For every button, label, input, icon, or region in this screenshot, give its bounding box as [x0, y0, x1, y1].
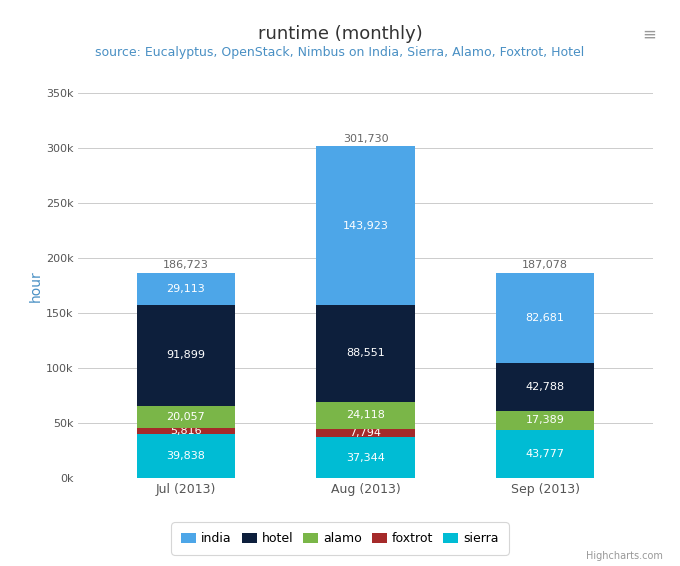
Bar — [316, 402, 415, 428]
Text: 7,794: 7,794 — [350, 428, 381, 438]
Text: 39,838: 39,838 — [167, 451, 205, 461]
Text: 42,788: 42,788 — [526, 382, 564, 392]
Text: 37,344: 37,344 — [346, 453, 385, 463]
Bar — [496, 363, 594, 410]
Bar — [316, 305, 415, 402]
Text: 5,816: 5,816 — [170, 426, 202, 436]
Text: 20,057: 20,057 — [167, 412, 205, 422]
Text: 187,078: 187,078 — [522, 260, 568, 270]
Text: 24,118: 24,118 — [346, 410, 385, 421]
Bar — [316, 437, 415, 478]
Text: 88,551: 88,551 — [346, 349, 385, 358]
Bar — [496, 430, 594, 478]
Bar — [137, 435, 235, 478]
Text: 91,899: 91,899 — [167, 350, 205, 361]
Text: runtime (monthly): runtime (monthly) — [258, 25, 422, 44]
Bar — [316, 147, 415, 305]
Text: 17,389: 17,389 — [526, 415, 564, 425]
Text: Highcharts.com: Highcharts.com — [586, 551, 663, 561]
Legend: india, hotel, alamo, foxtrot, sierra: india, hotel, alamo, foxtrot, sierra — [175, 526, 505, 551]
Text: ≡: ≡ — [643, 25, 656, 44]
Text: 186,723: 186,723 — [163, 260, 209, 270]
Text: 82,681: 82,681 — [526, 313, 564, 323]
Text: source: Eucalyptus, OpenStack, Nimbus on India, Sierra, Alamo, Foxtrot, Hotel: source: Eucalyptus, OpenStack, Nimbus on… — [95, 46, 585, 59]
Text: 43,777: 43,777 — [526, 449, 564, 459]
Bar — [137, 406, 235, 428]
Text: 301,730: 301,730 — [343, 134, 388, 144]
Bar — [137, 273, 235, 305]
Text: 143,923: 143,923 — [343, 221, 388, 230]
Text: 29,113: 29,113 — [167, 284, 205, 294]
Bar — [496, 273, 594, 363]
Bar — [137, 428, 235, 435]
Bar — [137, 305, 235, 406]
Bar — [496, 410, 594, 430]
Y-axis label: hour: hour — [29, 270, 43, 302]
Bar — [316, 428, 415, 437]
